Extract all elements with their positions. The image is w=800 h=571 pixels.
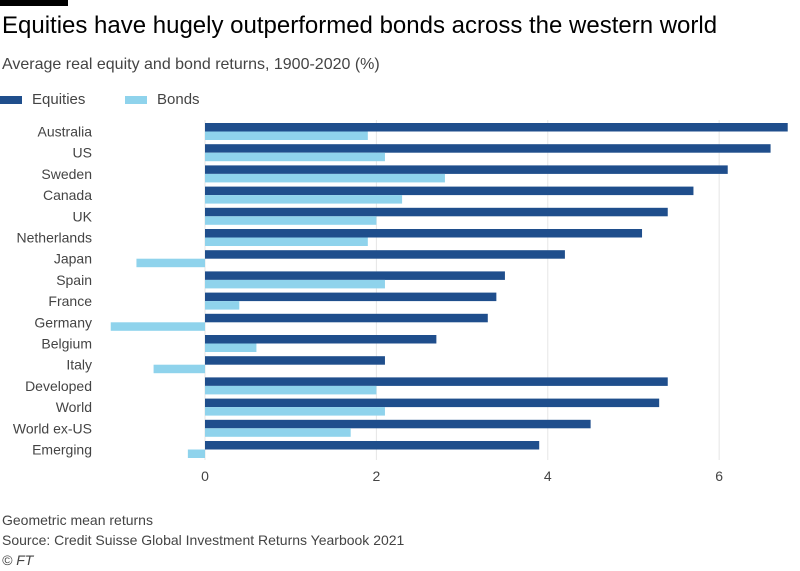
category-label: Japan <box>54 251 92 267</box>
bar-bonds <box>205 407 385 416</box>
legend-swatch-equities <box>0 96 22 104</box>
bar-equities <box>205 144 771 153</box>
bar-bonds <box>205 152 385 162</box>
bar-equities <box>205 441 540 450</box>
chart-title: Equities have hugely outperformed bonds … <box>2 12 718 39</box>
category-label: Italy <box>66 357 92 373</box>
bar-bonds <box>136 258 205 268</box>
bar-bonds <box>205 301 240 310</box>
bar-equities <box>205 229 643 238</box>
legend-label-bonds: Bonds <box>157 91 200 108</box>
bar-equities <box>205 165 728 174</box>
legend-swatch-bonds <box>125 96 147 104</box>
category-label: World ex-US <box>13 420 92 436</box>
x-tick-label: 4 <box>544 468 552 484</box>
category-label: Australia <box>38 124 93 140</box>
bar-bonds <box>205 216 377 225</box>
bar-bonds <box>205 343 257 352</box>
category-label: France <box>48 293 92 309</box>
category-label: Netherlands <box>17 230 93 246</box>
category-label: Canada <box>43 187 92 203</box>
bar-equities <box>205 250 565 259</box>
bar-equities <box>205 377 668 386</box>
bar-chart: 0 2 4 6 Australia US Sweden Canada UK Netherlands… <box>13 120 788 484</box>
category-label: Emerging <box>32 442 92 458</box>
bar-bonds <box>205 195 403 204</box>
bar-equities <box>205 271 505 280</box>
bar-bonds <box>205 279 385 289</box>
bar-equities <box>205 207 668 217</box>
bar-bonds <box>205 131 368 140</box>
bar-bonds <box>205 237 368 246</box>
category-label: Belgium <box>41 336 92 352</box>
category-label: World <box>56 399 92 415</box>
bar-equities <box>205 335 437 344</box>
ft-top-bar <box>0 0 68 6</box>
bar-bonds <box>205 428 351 437</box>
category-label: Germany <box>34 314 92 330</box>
bar-equities <box>205 123 788 132</box>
bar-bonds <box>205 385 377 395</box>
bar-bonds <box>187 449 205 458</box>
bar-equities <box>205 398 660 408</box>
category-label: UK <box>73 208 93 224</box>
bar-equities <box>205 186 694 196</box>
footer-source: Source: Credit Suisse Global Investment … <box>2 532 405 548</box>
legend-label-equities: Equities <box>32 91 86 108</box>
category-label: Spain <box>56 272 92 288</box>
category-label: Sweden <box>41 166 92 182</box>
bar-bonds <box>153 364 205 374</box>
chart-subtitle: Average real equity and bond returns, 19… <box>2 56 380 73</box>
x-tick-label: 6 <box>715 468 723 484</box>
category-label: Developed <box>25 378 92 394</box>
bar-equities <box>205 292 497 302</box>
x-tick-label: 0 <box>201 468 209 484</box>
x-tick-label: 2 <box>372 468 380 484</box>
bar-equities <box>205 419 591 429</box>
bar-equities <box>205 313 488 323</box>
bar-bonds <box>205 173 445 183</box>
bar-bonds <box>110 322 205 331</box>
bar-equities <box>205 356 385 365</box>
footer-credit: © FT <box>2 552 34 568</box>
category-label: US <box>73 145 92 161</box>
footer-note: Geometric mean returns <box>2 512 153 528</box>
